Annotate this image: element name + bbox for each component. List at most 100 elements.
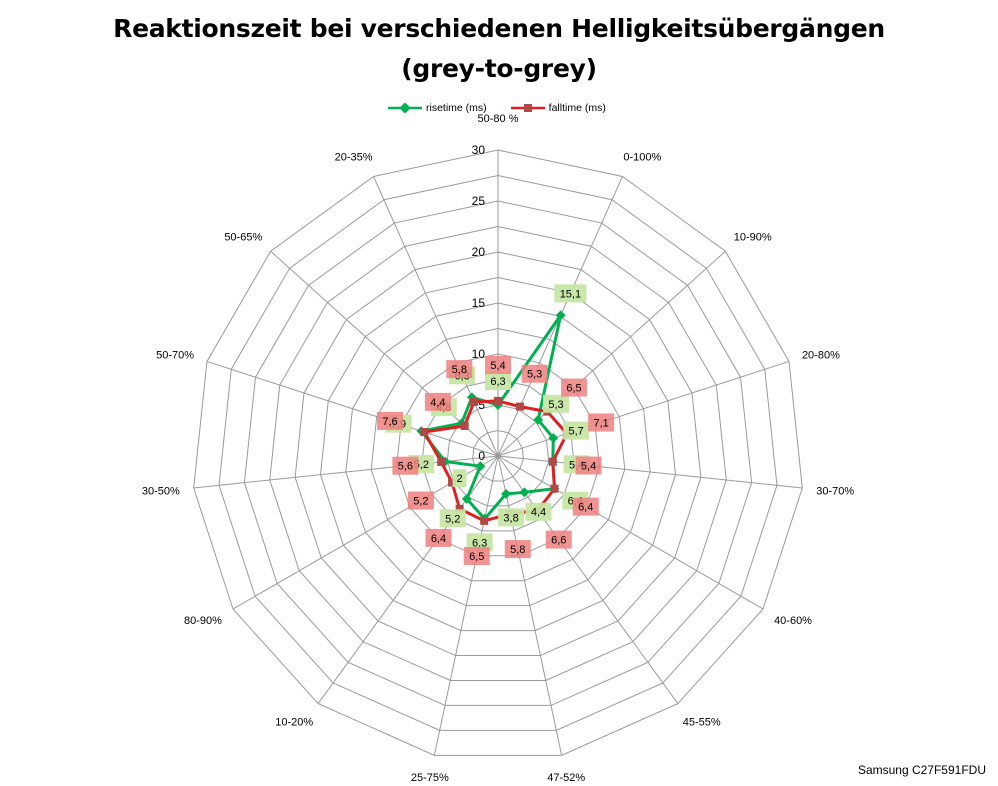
data-label-box (377, 411, 404, 430)
data-label: 6,6 (551, 535, 566, 547)
category-label: 50-70% (156, 350, 194, 362)
caption: Samsung C27F591FDU (857, 763, 986, 777)
data-label-box (452, 469, 467, 488)
grid-spoke (497, 455, 679, 704)
category-label: 80-90% (184, 615, 222, 627)
grid-ring (243, 200, 753, 706)
data-label: 5,8 (452, 364, 467, 376)
data-label-box (425, 528, 452, 547)
category-label: 0-100% (623, 151, 661, 163)
data-label-box (485, 372, 511, 390)
data-label-box (521, 364, 548, 383)
series-line-fall (422, 399, 569, 523)
data-point-fall (548, 457, 557, 466)
data-label-box (561, 378, 588, 397)
data-label-box (575, 456, 602, 475)
category-label: 47-52% (547, 772, 585, 784)
chart-subtitle: (grey-to-grey) (401, 54, 597, 83)
data-point-fall (420, 428, 429, 437)
legend-item-fall: falltime (ms) (510, 102, 606, 114)
category-label: 25-75% (411, 772, 449, 784)
chart-title: Reaktionszeit bei verschiedenen Helligke… (113, 14, 885, 43)
data-point-fall (460, 421, 469, 430)
data-label-box (563, 421, 590, 440)
r-tick-label: 25 (472, 194, 486, 208)
data-point-fall (455, 504, 464, 513)
grid-ring (269, 225, 727, 681)
data-point-rise (519, 487, 530, 498)
r-tick-label: 0 (478, 449, 485, 463)
data-label-box (424, 392, 451, 411)
data-label-box (407, 491, 434, 510)
data-label: 5,3 (527, 369, 542, 381)
grid-ring (193, 149, 803, 756)
grid-spoke (497, 455, 563, 756)
data-label: 6,3 (472, 537, 487, 549)
grid-spoke (497, 455, 764, 610)
data-label: 6,3 (490, 376, 505, 388)
data-label: 6,5 (469, 551, 484, 563)
category-label: 20-80% (802, 350, 840, 362)
data-label: 5,4 (490, 360, 505, 372)
grid-spoke (497, 360, 790, 457)
data-label: 4,4 (430, 397, 445, 409)
grid-ring (294, 251, 702, 657)
legend-label-fall: falltime (ms) (548, 102, 606, 114)
grid-ring (319, 276, 677, 632)
data-label: 7,1 (593, 417, 608, 429)
data-label: 5,6 (398, 461, 413, 473)
data-label: 7,6 (382, 416, 397, 428)
data-point-rise (501, 488, 512, 499)
legend-rise-marker-icon (388, 103, 422, 113)
r-tick-label: 5 (478, 398, 485, 412)
data-label-box (543, 394, 570, 413)
data-label-box (485, 355, 511, 374)
category-label: 20-35% (335, 151, 373, 163)
data-label-box (439, 509, 466, 528)
series-line-rise (419, 313, 563, 521)
data-label-box (463, 547, 490, 566)
r-tick-label: 15 (472, 296, 486, 310)
data-label: 15,1 (560, 288, 581, 300)
data-label: 5,2 (445, 513, 460, 525)
grid-spoke (206, 360, 499, 457)
legend-item-rise: risetime (ms) (388, 102, 487, 114)
data-point-rise (555, 310, 566, 321)
category-label: 30-70% (816, 485, 854, 497)
data-label: 5,2 (413, 496, 428, 508)
data-point-fall (515, 402, 524, 411)
r-tick-label: 30 (472, 143, 486, 157)
grid-ring (396, 353, 600, 557)
grid-ring (218, 174, 778, 731)
data-label-box (545, 530, 572, 549)
data-point-fall (448, 478, 457, 487)
grid-ring (421, 378, 575, 532)
data-point-fall (480, 516, 489, 525)
data-point-rise (461, 493, 472, 504)
data-point-fall (469, 397, 478, 406)
category-label: 30-50% (142, 485, 180, 497)
data-point-rise (548, 433, 559, 443)
data-label-box (392, 456, 419, 475)
data-label: 5,4 (581, 461, 596, 473)
grid-ring (446, 404, 550, 507)
grid-ring (370, 327, 626, 582)
data-label: 6,4 (578, 502, 593, 514)
category-label: 50-65% (224, 232, 262, 244)
data-label-box (446, 360, 473, 379)
data-label: 6,5 (566, 383, 581, 395)
data-point-rise (533, 414, 544, 425)
data-label-box (588, 413, 615, 432)
legend-fall-marker-icon (510, 104, 545, 112)
data-label-box (572, 497, 599, 516)
data-point-fall (550, 484, 559, 493)
data-label: 3,8 (503, 512, 518, 524)
data-label-box (498, 508, 525, 527)
r-tick-label: 20 (472, 245, 486, 259)
grid-ring (345, 302, 651, 607)
data-label: 6,4 (431, 533, 446, 545)
grid-spoke (497, 455, 803, 489)
data-label: 5,3 (548, 399, 563, 411)
category-label: 40-60% (774, 615, 812, 627)
